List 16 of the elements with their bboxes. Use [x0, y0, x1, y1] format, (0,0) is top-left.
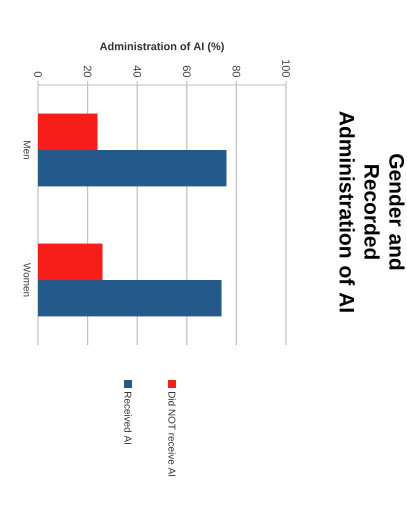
bar — [38, 280, 222, 316]
x-tick-label: 0 — [34, 72, 42, 78]
y-tick-label: Men — [24, 141, 30, 160]
x-tick-label: 60 — [182, 66, 191, 78]
legend-label: Did NOT receive AI — [168, 392, 176, 476]
x-axis-title: Administration of AI (%) — [100, 42, 224, 52]
bar — [38, 114, 98, 150]
x-tick-label: 40 — [133, 66, 142, 78]
x-tick-label: 20 — [84, 66, 92, 78]
bar — [38, 150, 226, 186]
x-tick-label: 80 — [232, 66, 240, 78]
x-tick-label: 100 — [282, 60, 290, 78]
y-tick-label: Women — [24, 262, 30, 296]
legend-label: Received AI — [124, 392, 132, 444]
bar — [38, 244, 102, 280]
text: Gender and Recorded Administration of AI — [339, 111, 405, 312]
